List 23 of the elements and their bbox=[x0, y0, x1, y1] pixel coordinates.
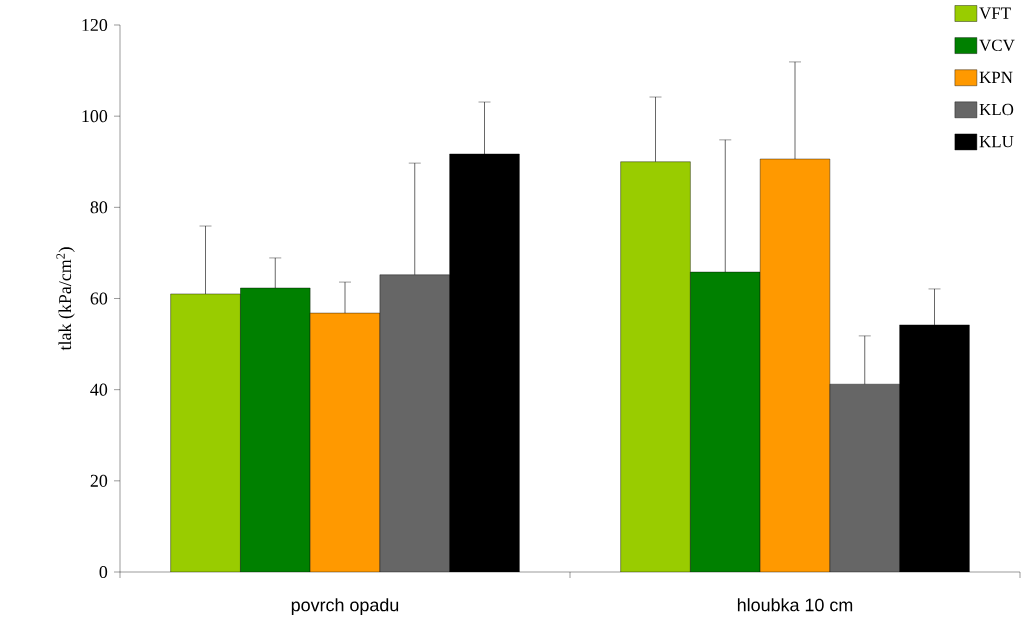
y-tick-label: 40 bbox=[90, 383, 108, 396]
bar bbox=[620, 161, 691, 572]
y-tick-label: 0 bbox=[99, 565, 108, 579]
bar bbox=[379, 274, 450, 572]
bar bbox=[759, 158, 831, 572]
legend-label: VFT bbox=[979, 7, 1011, 19]
y-tick-label: 100 bbox=[82, 110, 108, 123]
legend-label: VCV bbox=[979, 39, 1015, 52]
y-axis-title: tlak (kPa/cm$^{2}$) bbox=[56, 247, 75, 351]
bar bbox=[690, 271, 761, 572]
y-tick-label: 80 bbox=[90, 201, 108, 214]
bar bbox=[170, 293, 241, 572]
x-tick-label: povrch opadu bbox=[291, 598, 399, 615]
bar bbox=[240, 288, 311, 572]
y-tick-label: 60 bbox=[90, 292, 108, 305]
y-tick-label: 120 bbox=[82, 18, 108, 32]
bar bbox=[310, 313, 380, 572]
bar bbox=[829, 384, 900, 572]
legend-label: KPN bbox=[979, 71, 1013, 83]
legend-label: KLO bbox=[979, 103, 1014, 116]
legend-label: KLU bbox=[979, 136, 1014, 148]
y-tick-label: 20 bbox=[90, 474, 108, 487]
x-tick-label: hloubka 10 cm bbox=[737, 598, 853, 612]
